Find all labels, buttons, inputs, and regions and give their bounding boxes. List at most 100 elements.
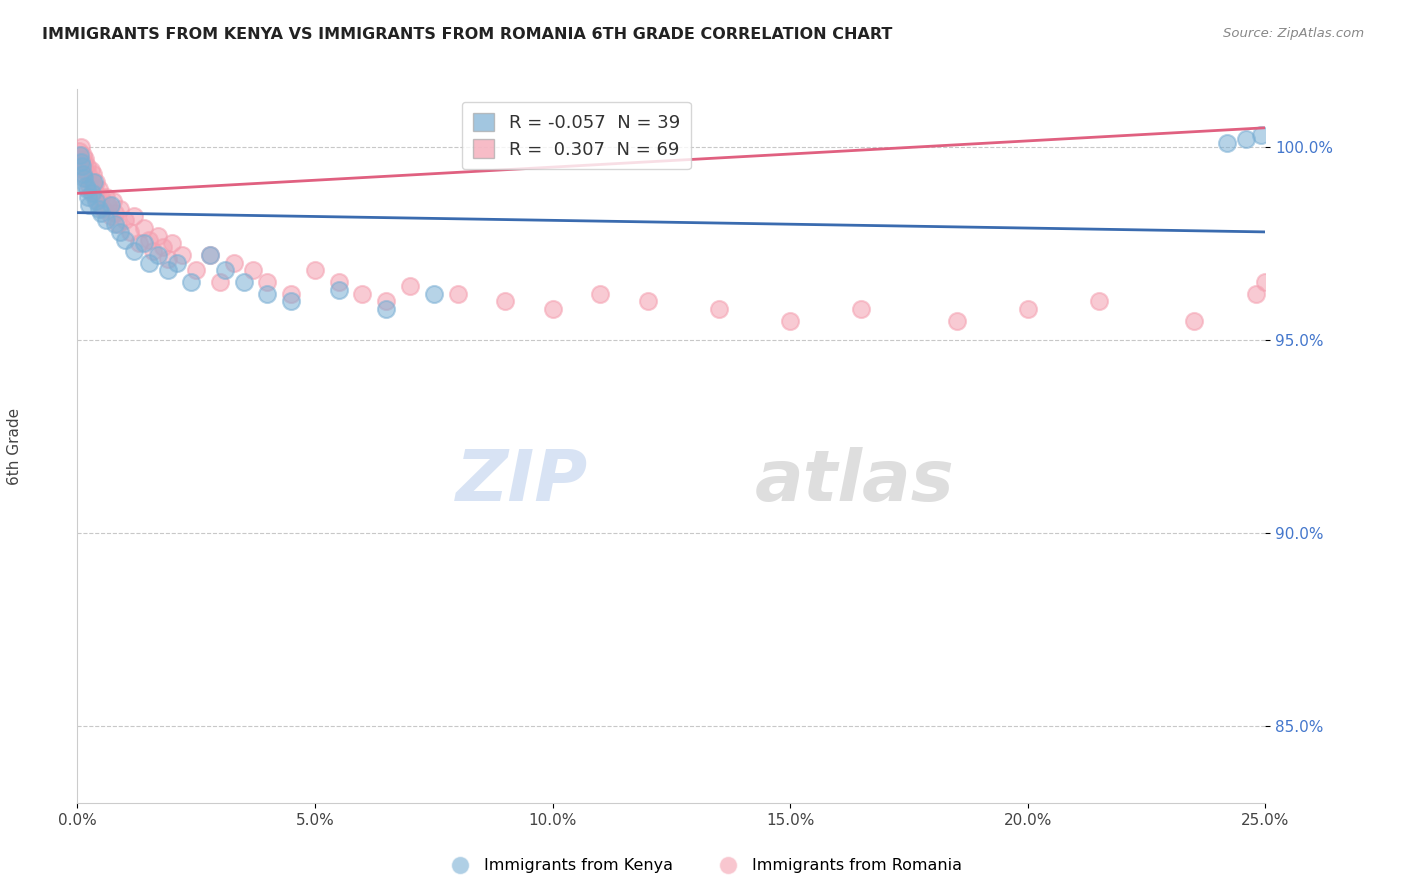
Point: [170, 248, 193, 262]
Point: [86, 175, 108, 189]
Point: [132, 221, 155, 235]
Point: [1254, 275, 1277, 289]
Point: [304, 263, 326, 277]
Point: [90, 205, 112, 219]
Point: [146, 248, 169, 262]
Point: [114, 213, 136, 227]
Point: [128, 236, 150, 251]
Point: [100, 198, 122, 212]
Point: [69, 152, 91, 166]
Point: [104, 205, 127, 219]
Point: [87, 194, 110, 208]
Point: [200, 248, 222, 262]
Point: [156, 252, 179, 266]
Point: [375, 301, 398, 316]
Point: [142, 244, 165, 259]
Y-axis label: 6th Grade: 6th Grade: [7, 408, 21, 484]
Point: [541, 301, 564, 316]
Point: [118, 225, 141, 239]
Point: [75, 178, 97, 193]
Point: [77, 178, 100, 193]
Point: [208, 275, 231, 289]
Point: [93, 202, 115, 216]
Point: [242, 263, 264, 277]
Point: [70, 155, 93, 169]
Point: [72, 155, 94, 169]
Point: [637, 294, 659, 309]
Point: [108, 225, 131, 239]
Text: ZIP: ZIP: [456, 447, 588, 516]
Point: [75, 152, 97, 166]
Point: [851, 301, 873, 316]
Point: [166, 256, 188, 270]
Point: [1244, 286, 1267, 301]
Point: [1216, 136, 1239, 151]
Point: [1250, 128, 1272, 143]
Point: [138, 233, 160, 247]
Point: [72, 167, 94, 181]
Point: [69, 148, 91, 162]
Point: [256, 275, 278, 289]
Point: [214, 263, 236, 277]
Point: [107, 217, 129, 231]
Point: [100, 210, 122, 224]
Point: [779, 313, 801, 327]
Point: [399, 279, 422, 293]
Point: [114, 233, 136, 247]
Point: [446, 286, 468, 301]
Point: [200, 248, 222, 262]
Point: [328, 275, 350, 289]
Point: [375, 294, 398, 309]
Point: [162, 236, 184, 251]
Point: [1017, 301, 1039, 316]
Text: atlas: atlas: [755, 447, 955, 516]
Point: [1182, 313, 1205, 327]
Point: [87, 182, 110, 196]
Point: [132, 236, 155, 251]
Point: [86, 194, 108, 208]
Point: [232, 275, 254, 289]
Point: [280, 286, 302, 301]
Point: [67, 144, 90, 158]
Point: [945, 313, 967, 327]
Point: [589, 286, 612, 301]
Point: [79, 163, 101, 178]
Point: [138, 256, 160, 270]
Point: [84, 186, 107, 201]
Point: [280, 294, 302, 309]
Point: [82, 167, 104, 181]
Point: [352, 286, 374, 301]
Point: [77, 167, 100, 181]
Point: [186, 263, 208, 277]
Point: [101, 194, 124, 208]
Point: [124, 210, 146, 224]
Point: [73, 170, 96, 185]
Point: [146, 228, 169, 243]
Point: [1088, 294, 1111, 309]
Point: [80, 186, 103, 201]
Point: [77, 198, 100, 212]
Point: [90, 190, 112, 204]
Point: [76, 182, 98, 196]
Point: [70, 159, 93, 173]
Point: [87, 202, 110, 216]
Point: [180, 275, 202, 289]
Point: [1234, 132, 1257, 146]
Point: [75, 170, 97, 185]
Point: [73, 163, 96, 178]
Point: [83, 175, 105, 189]
Point: [76, 190, 98, 204]
Point: [328, 283, 350, 297]
Point: [83, 178, 105, 193]
Point: [97, 198, 120, 212]
Point: [494, 294, 516, 309]
Legend: R = -0.057  N = 39, R =  0.307  N = 69: R = -0.057 N = 39, R = 0.307 N = 69: [461, 102, 690, 169]
Point: [156, 263, 179, 277]
Point: [94, 190, 117, 204]
Point: [72, 148, 94, 162]
Point: [152, 240, 174, 254]
Point: [124, 244, 146, 259]
Point: [224, 256, 246, 270]
Point: [423, 286, 446, 301]
Point: [707, 301, 730, 316]
